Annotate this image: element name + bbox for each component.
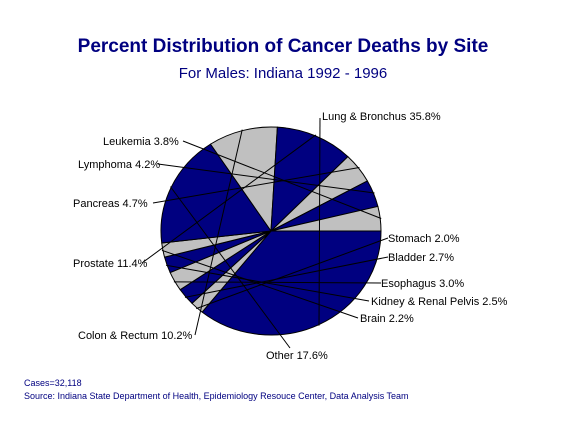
leader-line (196, 237, 389, 310)
slice-label: Kidney & Renal Pelvis 2.5% (371, 296, 508, 308)
leader-line (141, 134, 317, 264)
source-note: Source: Indiana State Department of Heal… (24, 391, 409, 401)
chart-title: Percent Distribution of Cancer Deaths by… (78, 36, 489, 57)
leader-line (152, 166, 360, 204)
leader-line (161, 249, 359, 319)
leader-line (157, 163, 375, 194)
pie-slices (160, 126, 382, 336)
label-leaders (141, 117, 389, 349)
slice-label: Prostate 11.4% (73, 258, 148, 270)
leader-line (194, 129, 243, 336)
leader-line (166, 264, 370, 302)
slice-label: Lung & Bronchus 35.8% (322, 111, 441, 123)
leader-line (173, 281, 382, 284)
slice-labels: Lung & Bronchus 35.8% Stomach 2.0% Bladder… (73, 111, 508, 362)
leader-line (184, 256, 389, 298)
slice-label: Esophagus 3.0% (381, 278, 464, 290)
slice-label: Bladder 2.7% (388, 252, 454, 264)
slice-label: Pancreas 4.7% (73, 198, 148, 210)
slice-label: Lymphoma 4.2% (78, 159, 160, 171)
slice-label: Colon & Rectum 10.2% (78, 330, 193, 342)
slice-label: Leukemia 3.8% (103, 136, 179, 148)
chart-subtitle: For Males: Indiana 1992 - 1996 (179, 65, 387, 82)
leader-line (169, 186, 291, 349)
slice-label: Brain 2.2% (360, 313, 414, 325)
slice-label: Other 17.6% (266, 350, 328, 362)
cases-note: Cases=32,118 (24, 378, 82, 388)
leader-line (318, 117, 321, 326)
leader-line (182, 140, 382, 219)
slice-label: Stomach 2.0% (388, 233, 460, 245)
slice-colon-rectum (210, 126, 278, 232)
